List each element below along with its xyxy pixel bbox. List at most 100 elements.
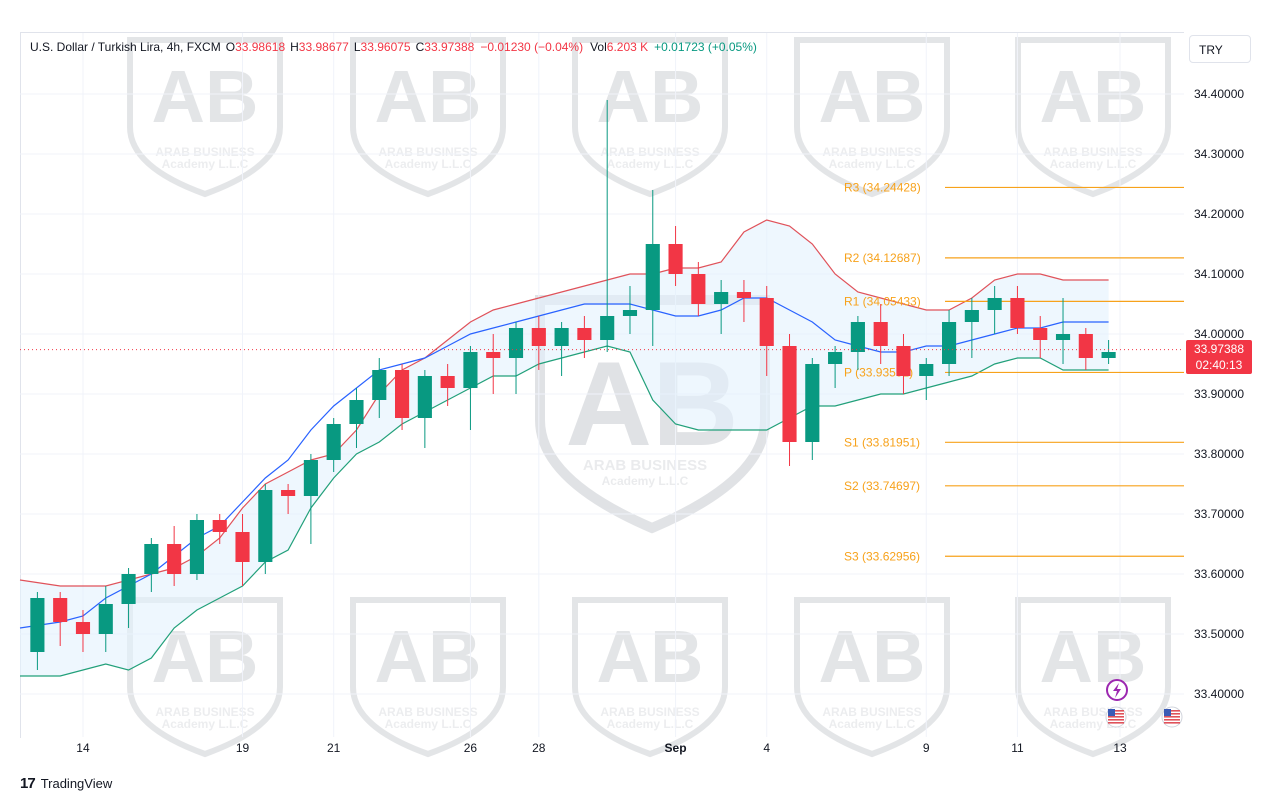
candle <box>1010 286 1025 334</box>
tradingview-brand: TradingView <box>40 776 113 791</box>
watermark-center-line2: Academy L.L.C <box>602 474 689 488</box>
y-tick-label: 34.10000 <box>1194 267 1244 281</box>
y-tick-label: 33.40000 <box>1194 687 1244 701</box>
legend-volume-value: 6.203 K <box>606 40 649 54</box>
price-axis[interactable]: 34.40000 34.30000 34.20000 34.10000 34.00000… <box>1194 87 1244 701</box>
svg-text:AB: AB <box>152 55 259 138</box>
candle <box>508 322 524 394</box>
watermark-line1: ARAB BUSINESS <box>600 145 699 159</box>
currency-button[interactable]: TRY <box>1189 35 1251 63</box>
legend-low-value: 33.96075 <box>360 40 411 54</box>
candle <box>326 418 341 472</box>
y-tick-label: 33.70000 <box>1194 507 1244 521</box>
last-price-value: 33.97388 <box>1193 342 1245 356</box>
candle <box>941 310 957 376</box>
y-tick-label: 34.30000 <box>1194 147 1244 161</box>
bollinger-lower-line <box>20 345 1109 677</box>
x-tick-label: 9 <box>923 741 930 755</box>
watermark-line2: Academy L.L.C <box>162 717 249 731</box>
candle <box>919 358 934 400</box>
legend-change: −0.01230 (−0.04%) <box>480 40 584 54</box>
candle <box>1033 316 1048 358</box>
watermark-line2: Academy L.L.C <box>385 157 472 171</box>
svg-text:AB: AB <box>597 55 704 138</box>
legend-low-label: L <box>353 40 361 54</box>
candle <box>782 334 797 466</box>
x-tick-label: 14 <box>76 741 90 755</box>
x-tick-label: 28 <box>532 741 546 755</box>
watermark-line1: ARAB BUSINESS <box>1043 145 1142 159</box>
candle <box>212 514 227 544</box>
candle <box>98 586 113 652</box>
watermark-line2: Academy L.L.C <box>162 157 249 171</box>
candle <box>394 364 410 430</box>
candle <box>75 610 91 652</box>
candle <box>1055 298 1071 364</box>
x-tick-label: 11 <box>1011 741 1024 755</box>
watermark-line2: Academy L.L.C <box>829 157 916 171</box>
svg-text:AB: AB <box>819 55 926 138</box>
watermark-line1: ARAB BUSINESS <box>822 705 921 719</box>
watermark-line2: Academy L.L.C <box>385 717 472 731</box>
watermark-line2: Academy L.L.C <box>607 157 694 171</box>
candle <box>668 226 683 286</box>
candle <box>759 286 774 376</box>
watermark-line1: ARAB BUSINESS <box>600 705 699 719</box>
candle <box>235 514 250 586</box>
legend-open-value: 33.98618 <box>235 40 286 54</box>
pivot-label: S1 (33.81951) <box>844 435 920 449</box>
time-axis[interactable]: 14 19 21 26 28 Sep 4 9 11 13 <box>76 741 1127 755</box>
candle <box>349 388 364 448</box>
pivot-label: R2 (34.12687) <box>844 251 921 265</box>
candle <box>577 316 592 358</box>
candle <box>554 322 569 376</box>
last-price-badge: 33.97388 02:40:13 <box>1186 340 1252 374</box>
legend-symbol: U.S. Dollar / Turkish Lira, 4h, FXCM <box>30 40 221 54</box>
y-tick-label: 34.40000 <box>1194 87 1244 101</box>
candle <box>896 334 911 394</box>
candle <box>144 538 159 592</box>
svg-text:AB: AB <box>375 55 482 138</box>
tradingview-logo-icon: 17 <box>20 775 36 792</box>
pivot-label: S2 (33.74697) <box>844 479 920 493</box>
symbol-legend: U.S. Dollar / Turkish Lira, 4h, FXCM O 3… <box>30 40 757 54</box>
watermark-line2: Academy L.L.C <box>829 717 916 731</box>
pivot-label: P (33.93592) <box>844 365 913 379</box>
candle <box>303 454 318 544</box>
x-tick-label: Sep <box>665 741 687 755</box>
us-flag-event-icon[interactable] <box>1161 706 1183 728</box>
svg-text:AB: AB <box>819 615 926 698</box>
legend-close-label: C <box>415 40 425 54</box>
y-tick-label: 33.50000 <box>1194 627 1244 641</box>
x-tick-label: 4 <box>763 741 770 755</box>
bollinger-upper-line <box>19 219 1109 587</box>
event-icons <box>1105 679 1183 728</box>
watermark-line1: ARAB BUSINESS <box>155 705 254 719</box>
candle <box>600 100 615 352</box>
tradingview-footer[interactable]: 17 TradingView <box>20 775 112 792</box>
candle <box>417 370 432 448</box>
legend-volume-label: Vol <box>590 40 607 54</box>
x-tick-label: 26 <box>464 741 478 755</box>
x-tick-label: 21 <box>327 741 341 755</box>
y-tick-label: 33.60000 <box>1194 567 1244 581</box>
watermark-line1: ARAB BUSINESS <box>822 145 921 159</box>
candle <box>486 334 501 394</box>
candle <box>736 280 752 322</box>
lightning-event-icon[interactable] <box>1106 679 1128 701</box>
us-flag-event-icon[interactable] <box>1105 706 1127 728</box>
y-tick-label: 33.90000 <box>1194 387 1244 401</box>
bollinger-band-fill <box>20 220 1109 676</box>
candle <box>805 358 820 460</box>
candle <box>53 592 68 646</box>
candle <box>1078 328 1093 370</box>
watermark-line2: Academy L.L.C <box>1050 157 1137 171</box>
svg-text:AB: AB <box>1040 615 1147 698</box>
